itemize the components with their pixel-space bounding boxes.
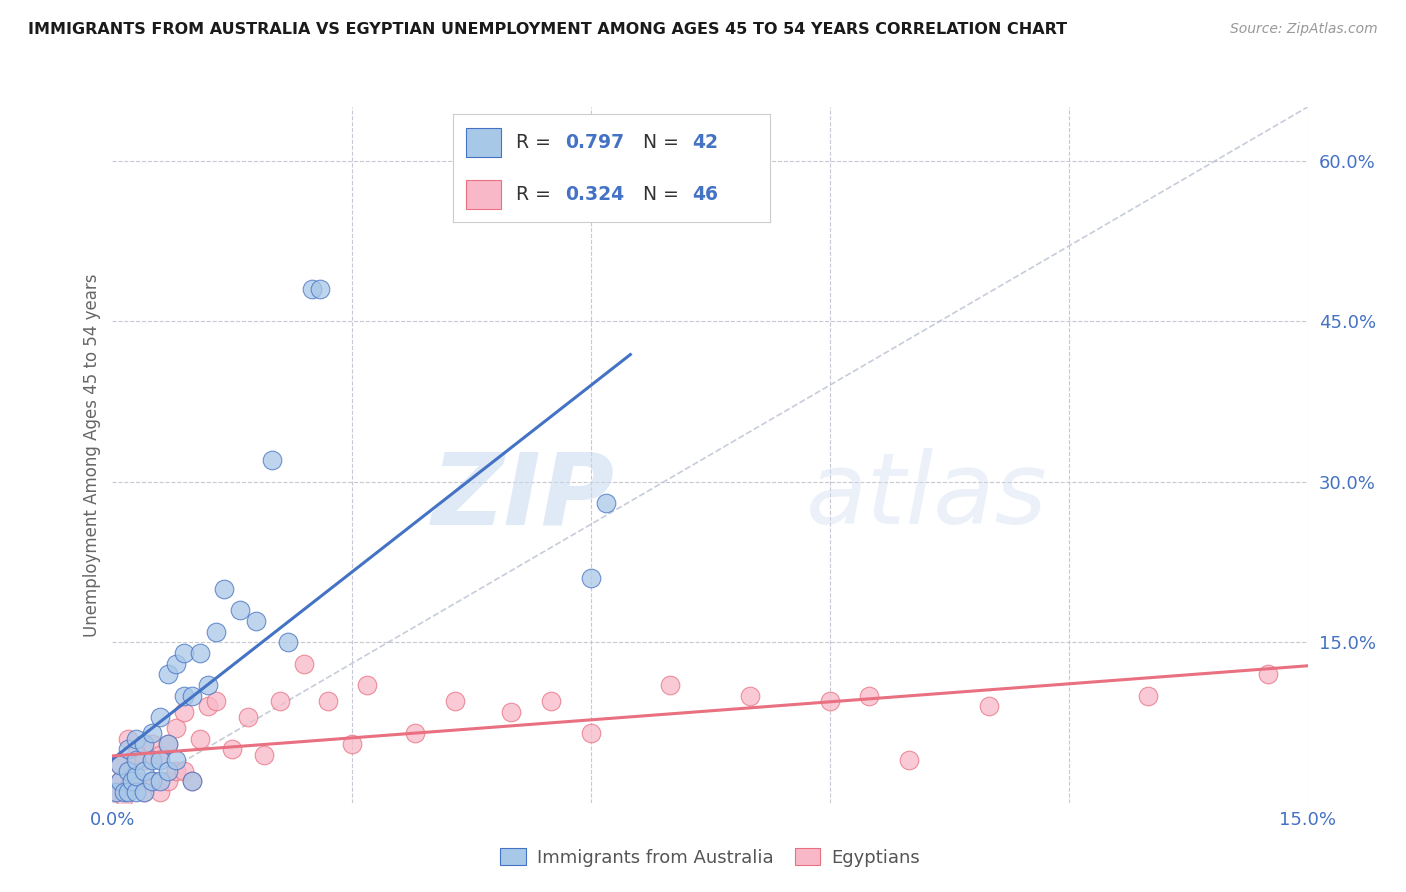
Text: IMMIGRANTS FROM AUSTRALIA VS EGYPTIAN UNEMPLOYMENT AMONG AGES 45 TO 54 YEARS COR: IMMIGRANTS FROM AUSTRALIA VS EGYPTIAN UN…	[28, 22, 1067, 37]
Point	[1137, 689, 1160, 703]
Point	[125, 785, 148, 799]
Point	[188, 646, 211, 660]
Point	[110, 774, 132, 789]
Point	[205, 694, 228, 708]
Point	[308, 282, 330, 296]
Point	[165, 753, 187, 767]
Point	[117, 764, 139, 778]
Point	[253, 747, 276, 762]
Point	[149, 753, 172, 767]
Point	[316, 694, 339, 708]
Point	[114, 785, 135, 799]
Point	[197, 699, 219, 714]
Point	[404, 726, 426, 740]
Point	[292, 657, 315, 671]
Point	[977, 699, 1000, 714]
Point	[117, 731, 139, 746]
Point	[212, 582, 235, 596]
Point	[173, 646, 195, 660]
Point	[125, 774, 148, 789]
Point	[269, 694, 291, 708]
Point	[117, 764, 139, 778]
Y-axis label: Unemployment Among Ages 45 to 54 years: Unemployment Among Ages 45 to 54 years	[83, 273, 101, 637]
Point	[898, 753, 921, 767]
Point	[110, 758, 132, 772]
Point	[197, 678, 219, 692]
Point	[134, 737, 156, 751]
Point	[236, 710, 259, 724]
Point	[141, 737, 163, 751]
Point	[579, 726, 602, 740]
Point	[340, 737, 363, 751]
Point	[181, 774, 204, 789]
Point	[229, 603, 252, 617]
Point	[205, 624, 228, 639]
Point	[134, 785, 156, 799]
Point	[157, 737, 180, 751]
Point	[301, 282, 323, 296]
Point	[134, 764, 156, 778]
Point	[141, 753, 163, 767]
Point	[444, 694, 467, 708]
Text: ZIP: ZIP	[432, 448, 614, 545]
Point	[117, 785, 139, 799]
Point	[157, 737, 180, 751]
Point	[245, 614, 267, 628]
Point	[221, 742, 243, 756]
Point	[141, 726, 163, 740]
Point	[738, 689, 761, 703]
Point	[260, 453, 283, 467]
Point	[157, 667, 180, 681]
Point	[1257, 667, 1279, 681]
Point	[149, 747, 172, 762]
Text: atlas: atlas	[806, 448, 1047, 545]
Point	[125, 747, 148, 762]
Point	[121, 774, 143, 789]
Point	[165, 764, 187, 778]
Point	[277, 635, 299, 649]
Point	[579, 571, 602, 585]
Point	[173, 705, 195, 719]
Point	[499, 705, 522, 719]
Point	[659, 678, 682, 692]
Point	[125, 769, 148, 783]
Point	[181, 774, 204, 789]
Point	[105, 785, 128, 799]
Text: Source: ZipAtlas.com: Source: ZipAtlas.com	[1230, 22, 1378, 37]
Point	[134, 753, 156, 767]
Point	[595, 496, 617, 510]
Point	[188, 731, 211, 746]
Point	[356, 678, 378, 692]
Point	[117, 780, 139, 794]
Point	[141, 774, 163, 789]
Point	[173, 689, 195, 703]
Point	[157, 764, 180, 778]
Point	[165, 657, 187, 671]
Point	[165, 721, 187, 735]
Point	[540, 694, 562, 708]
Point	[105, 785, 128, 799]
Point	[149, 710, 172, 724]
Point	[110, 774, 132, 789]
Point	[149, 774, 172, 789]
Point	[181, 689, 204, 703]
Point	[110, 758, 132, 772]
Point	[125, 753, 148, 767]
Legend: Immigrants from Australia, Egyptians: Immigrants from Australia, Egyptians	[494, 840, 927, 874]
Point	[149, 785, 172, 799]
Point	[818, 694, 841, 708]
Point	[858, 689, 880, 703]
Point	[125, 731, 148, 746]
Point	[114, 790, 135, 805]
Point	[134, 785, 156, 799]
Point	[141, 774, 163, 789]
Point	[117, 742, 139, 756]
Point	[157, 774, 180, 789]
Point	[173, 764, 195, 778]
